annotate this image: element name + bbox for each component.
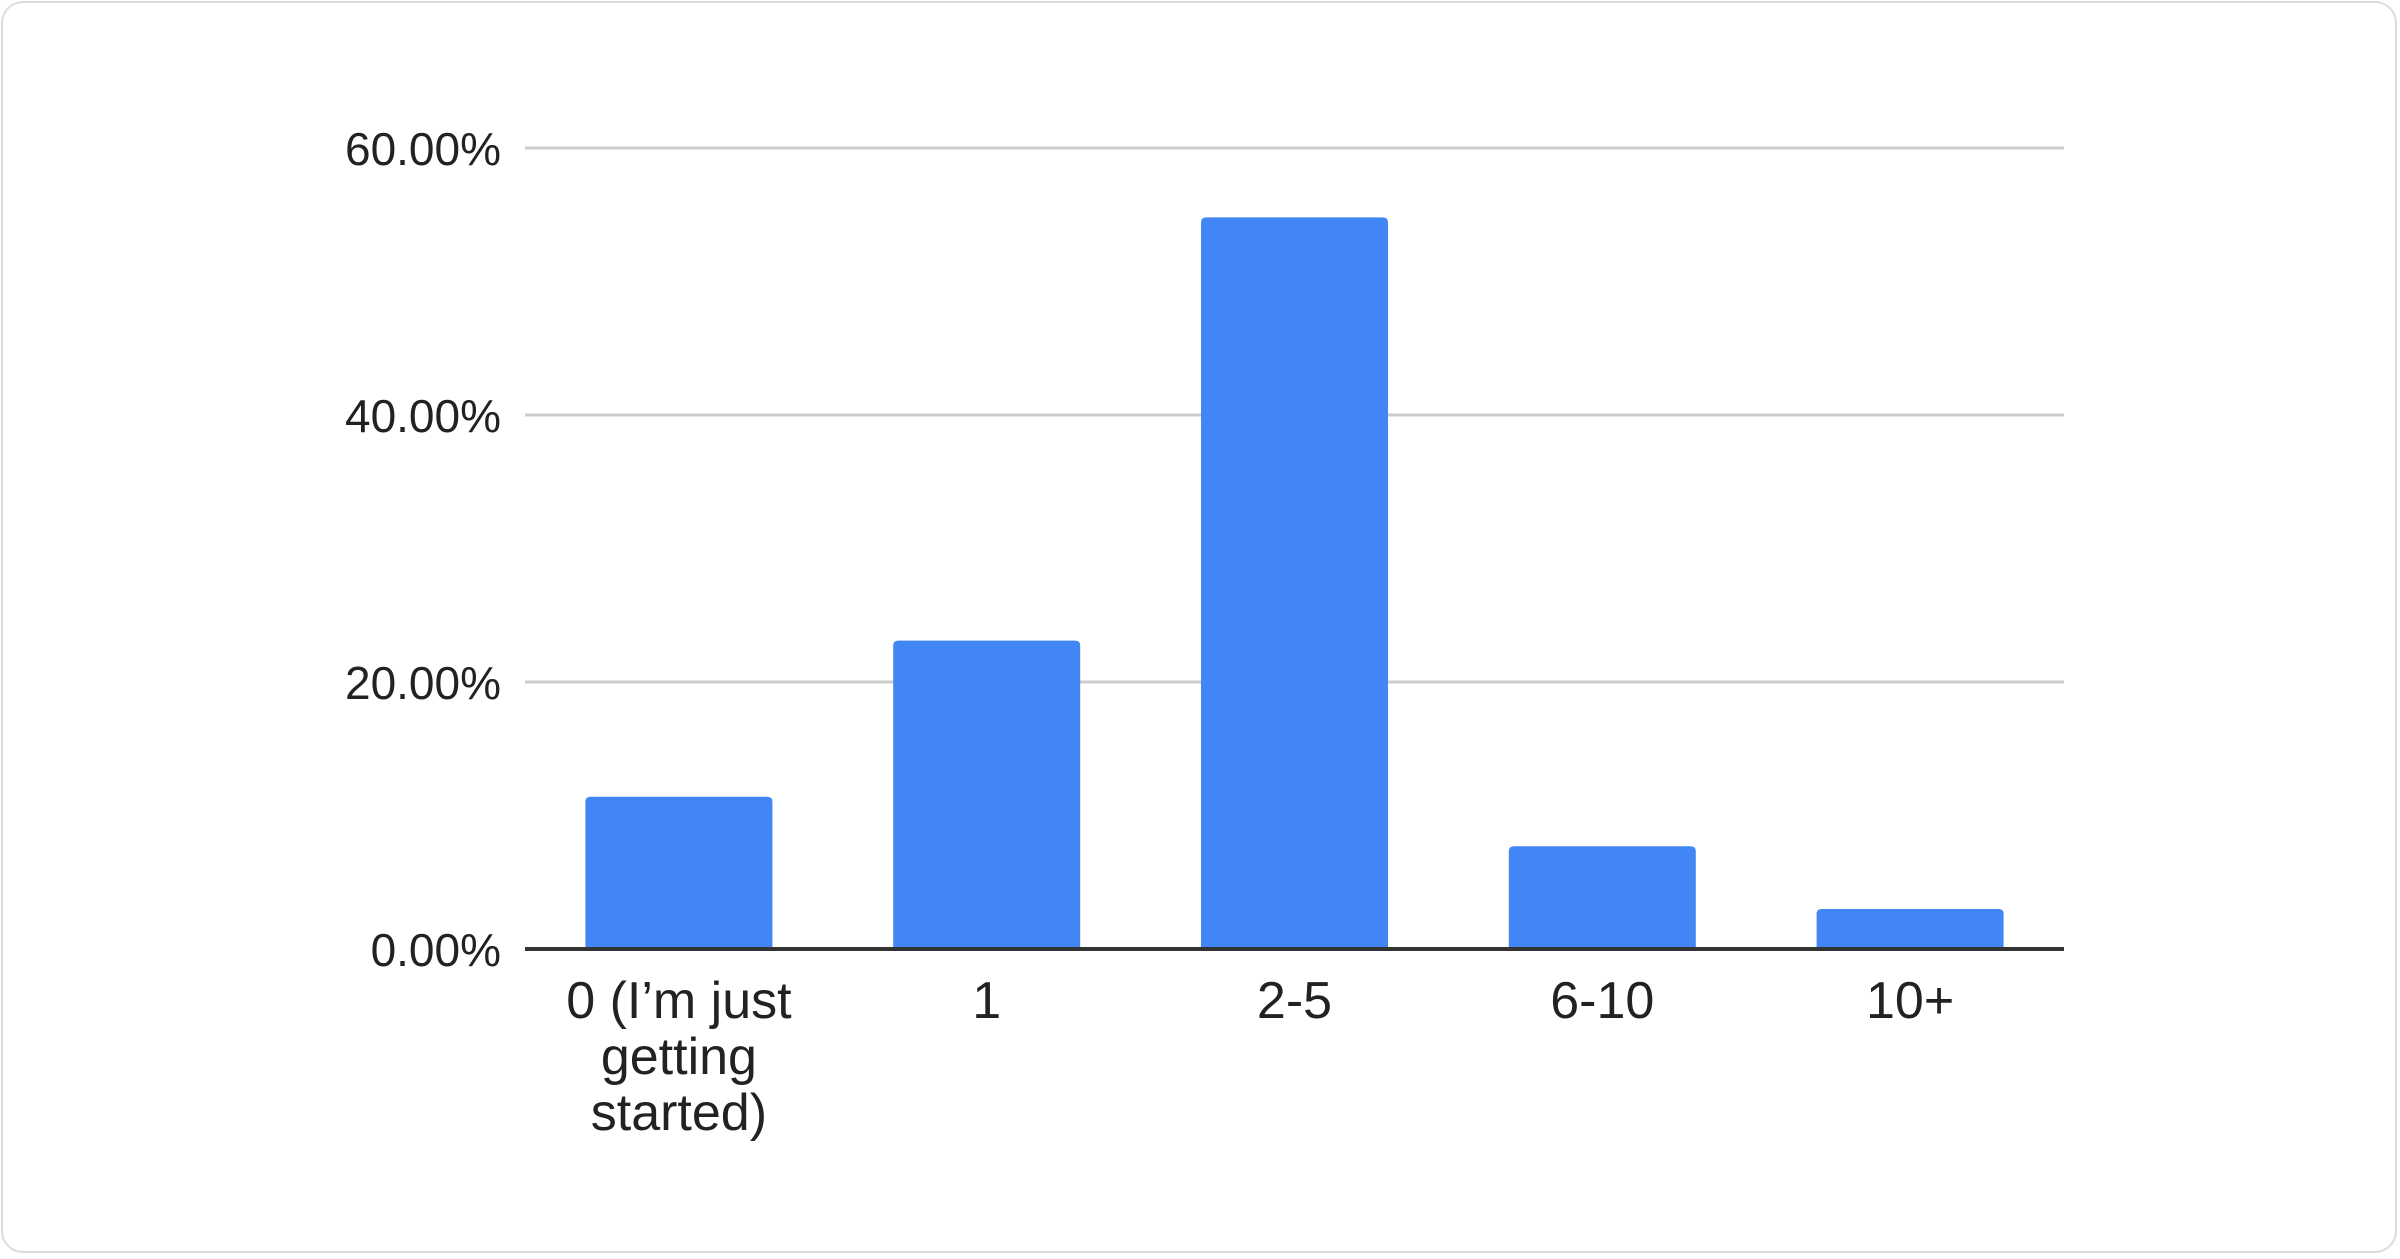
y-tick-label: 60.00% [345,123,501,175]
x-tick-label: 1 [972,972,1001,1030]
bar [893,640,1081,949]
bar [1816,908,2004,949]
x-tick-label: getting [601,1028,757,1086]
y-tick-label: 20.00% [345,657,501,709]
x-tick-label: 0 (I’m just [566,972,792,1030]
bar [1201,217,1388,950]
x-tick-label: 6-10 [1550,972,1654,1030]
bar-chart: 0.00% 20.00% 40.00% 60.00% 0 (I’m justgettin… [345,123,2064,1142]
y-tick-label: 40.00% [345,390,501,442]
x-tick-label: started) [591,1084,767,1142]
x-tick-label: 2-5 [1257,972,1332,1030]
bar [1508,846,1696,949]
y-tick-label: 0.00% [371,924,501,976]
x-tick-label: 10+ [1866,972,1954,1030]
bar [585,796,773,949]
